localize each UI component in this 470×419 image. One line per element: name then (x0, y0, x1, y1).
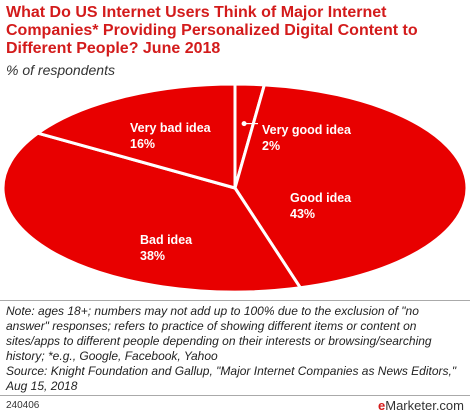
chart-id: 240406 (6, 400, 40, 411)
pie-slice-very-bad-idea (34, 84, 237, 190)
logo-text: Marketer.com (385, 398, 464, 413)
chart-subtitle: % of respondents (6, 62, 115, 78)
pie-slice-bad-idea (1, 131, 303, 294)
slice-label-good-idea: Good idea 43% (290, 191, 352, 221)
chart-title: What Do US Internet Users Think of Major… (6, 4, 418, 57)
pie-chart: Very good idea 2% Good idea 43% Bad idea 38% V… (1, 84, 469, 294)
pie-slice-good-idea (233, 84, 469, 290)
emarketer-logo: eMarketer.com (378, 398, 464, 413)
chart-note: Note: ages 18+; numbers may not add up t… (6, 304, 457, 393)
slice-label-very-bad-idea: Very bad idea 16% (130, 121, 212, 151)
divider-top (0, 300, 470, 301)
logo-e: e (378, 398, 386, 413)
slice-label-very-good-idea: Very good idea 2% (262, 123, 352, 153)
divider-bottom (0, 395, 470, 396)
slice-label-bad-idea: Bad idea 38% (140, 233, 193, 263)
